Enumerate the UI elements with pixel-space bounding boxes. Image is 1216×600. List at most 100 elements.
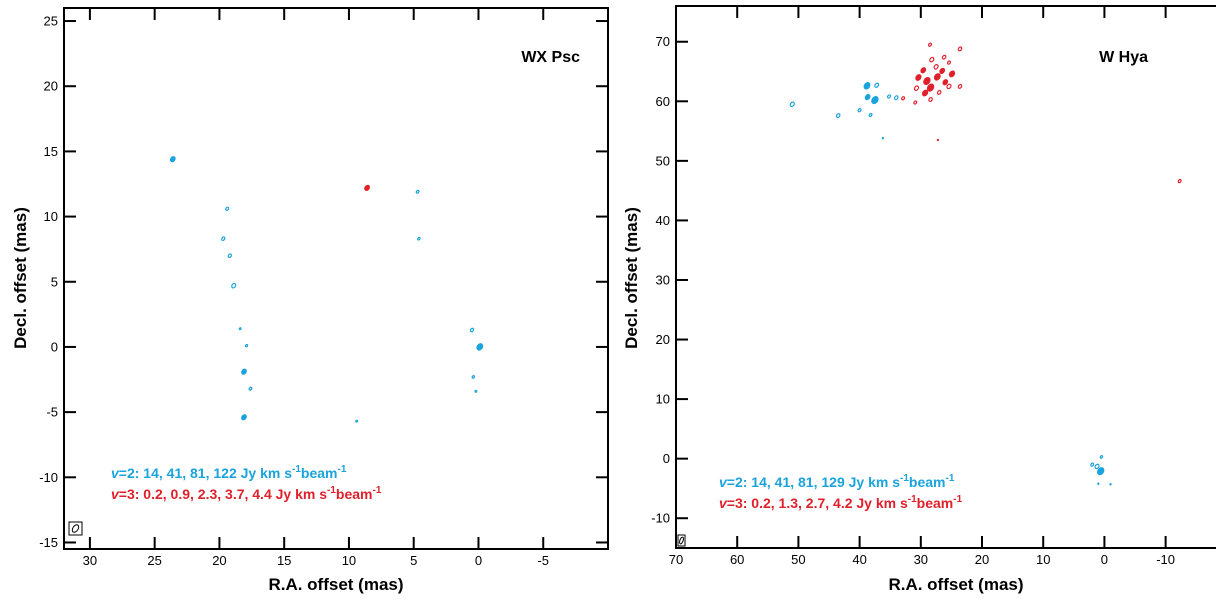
legend-v3-levels: =3: 0.2, 0.9, 2.3, 3.7, 4.4 Jy km s bbox=[119, 486, 327, 502]
maser-spot-v3 bbox=[1177, 178, 1182, 184]
maser-spot-v3 bbox=[928, 97, 933, 102]
maser-spot-v2 bbox=[1096, 467, 1105, 476]
x-tick-label: 5 bbox=[410, 553, 417, 568]
x-tick-label: 50 bbox=[791, 552, 805, 567]
legend-v2-levels: =2: 14, 41, 81, 122 Jy km s bbox=[119, 465, 292, 481]
legend-v3-prefix: v bbox=[111, 486, 120, 502]
maser-spot-v3 bbox=[920, 67, 927, 74]
maser-spot-v3 bbox=[901, 96, 906, 101]
maser-spot-v2 bbox=[835, 113, 841, 119]
legend-v2-prefix: v bbox=[719, 474, 728, 490]
maser-spot-v2 bbox=[248, 386, 253, 391]
y-tick-label: 25 bbox=[44, 14, 58, 29]
x-tick-label: 70 bbox=[669, 552, 683, 567]
legend-v3-prefix: v bbox=[719, 495, 728, 511]
y-tick-label: 70 bbox=[656, 34, 670, 49]
maser-spot-v2 bbox=[1109, 483, 1112, 486]
maser-spot-v3 bbox=[946, 60, 952, 65]
maser-spot-v2 bbox=[789, 101, 795, 108]
maser-spot-v3 bbox=[927, 42, 933, 47]
legend-v3-tail: beam bbox=[336, 486, 373, 502]
x-tick-label: 10 bbox=[1036, 552, 1050, 567]
y-tick-label: 50 bbox=[656, 153, 670, 168]
maser-spot-v2 bbox=[864, 93, 871, 101]
y-tick-label: 40 bbox=[656, 213, 670, 228]
legend-v3: v=3: 0.2, 0.9, 2.3, 3.7, 4.4 Jy km s-1be… bbox=[111, 485, 382, 502]
y-axis-label: Decl. offset (mas) bbox=[622, 207, 641, 349]
maser-spot-v2 bbox=[221, 236, 226, 242]
maser-spot-v2 bbox=[863, 82, 871, 90]
y-tick-label: 10 bbox=[44, 209, 58, 224]
y-tick-label: 20 bbox=[44, 79, 58, 94]
maser-spot-v2 bbox=[241, 414, 247, 421]
maser-spot-v2 bbox=[471, 375, 476, 379]
maser-spot-v3 bbox=[929, 56, 935, 63]
maser-spot-v2 bbox=[169, 156, 176, 163]
maser-spot-v3 bbox=[913, 100, 918, 105]
y-tick-label: 15 bbox=[44, 144, 58, 159]
maser-spot-v3 bbox=[926, 83, 935, 92]
maser-spot-v2 bbox=[1090, 462, 1095, 467]
x-tick-label: 0 bbox=[475, 553, 482, 568]
maser-spot-v3 bbox=[933, 73, 941, 81]
maser-spot-v2 bbox=[231, 282, 237, 289]
maser-spot-v3 bbox=[957, 83, 963, 89]
maser-spot-v3 bbox=[942, 79, 949, 86]
y-tick-label: -10 bbox=[651, 511, 670, 526]
legend-v3: v=3: 0.2, 1.3, 2.7, 4.2 Jy km s-1beam-1 bbox=[719, 494, 963, 511]
w-hya-panel: 706050403020100-10-20706050403020100-10 … bbox=[622, 5, 1216, 594]
legend-v3-tail: beam bbox=[917, 495, 954, 511]
maser-spot-v2 bbox=[868, 112, 873, 118]
maser-spot-v2 bbox=[1099, 455, 1104, 459]
y-axis-label: Decl. offset (mas) bbox=[11, 207, 30, 349]
maser-spot-v3 bbox=[923, 76, 931, 86]
y-tick-label: 30 bbox=[656, 272, 670, 287]
x-tick-label: 15 bbox=[277, 553, 291, 568]
maser-spot-v2 bbox=[871, 96, 879, 105]
maser-spot-v2 bbox=[238, 327, 242, 331]
maser-spot-v2 bbox=[894, 95, 899, 101]
panel-title: WX Psc bbox=[521, 49, 580, 66]
maser-spot-v2 bbox=[417, 236, 421, 241]
maser-spot-v2 bbox=[245, 343, 249, 348]
maser-spot-v2 bbox=[241, 368, 247, 375]
maser-spot-v2 bbox=[474, 389, 478, 393]
y-tick-label: 5 bbox=[51, 274, 58, 289]
plot-frame bbox=[675, 5, 1216, 549]
y-tick-label: 60 bbox=[656, 94, 670, 109]
tick-marks: 30 25 20 15 10 5 0 -5 25 20 15 10 5 0 -5 -10 -15 bbox=[39, 8, 608, 568]
maser-spot-v2 bbox=[355, 419, 359, 423]
legend-v2-tail: beam bbox=[909, 474, 946, 490]
x-axis-label: R.A. offset (mas) bbox=[268, 575, 403, 594]
legend-v2-tail: beam bbox=[301, 465, 338, 481]
panel-title: W Hya bbox=[1099, 49, 1148, 66]
y-tick-label: 0 bbox=[663, 451, 670, 466]
x-tick-label: 10 bbox=[342, 553, 356, 568]
legend-v2: v=2: 14, 41, 81, 129 Jy km s-1beam-1 bbox=[719, 473, 955, 490]
data-marks bbox=[169, 156, 484, 423]
maser-spot-v2 bbox=[857, 108, 862, 113]
x-axis-label: R.A. offset (mas) bbox=[888, 575, 1023, 594]
beam-symbol bbox=[677, 534, 686, 547]
maser-spot-v3 bbox=[913, 85, 920, 91]
maser-spot-v3 bbox=[933, 64, 939, 70]
legend-v2-levels: =2: 14, 41, 81, 129 Jy km s bbox=[727, 474, 900, 490]
maser-spot-v3 bbox=[915, 74, 922, 81]
maser-spot-v3 bbox=[957, 46, 963, 52]
x-tick-label: 0 bbox=[1101, 552, 1108, 567]
x-tick-label: 30 bbox=[914, 552, 928, 567]
legend-v2-prefix: v bbox=[111, 465, 120, 481]
maser-spot-v3 bbox=[939, 67, 946, 75]
x-tick-label: 20 bbox=[975, 552, 989, 567]
maser-spot-v2 bbox=[415, 189, 420, 194]
maser-spot-v2 bbox=[227, 253, 232, 259]
maser-spot-v2 bbox=[1097, 482, 1100, 485]
maser-spot-v3 bbox=[936, 89, 942, 95]
x-tick-label: -10 bbox=[1156, 552, 1175, 567]
y-tick-label: -10 bbox=[39, 470, 58, 485]
maser-spot-v3 bbox=[946, 83, 952, 90]
maser-spot-v3 bbox=[921, 89, 929, 97]
maser-spot-v2 bbox=[886, 94, 892, 99]
maser-spot-v2 bbox=[1094, 463, 1100, 470]
